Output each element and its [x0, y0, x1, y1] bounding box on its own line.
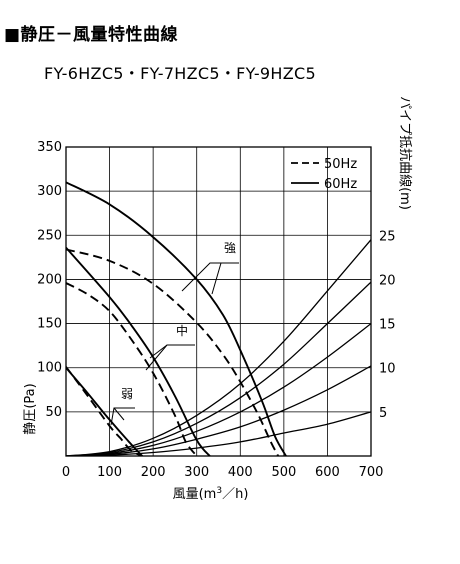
- y-tick-label: 350: [37, 140, 62, 155]
- annotation-label: 弱: [121, 387, 133, 401]
- fan-curve: [66, 367, 143, 456]
- legend: 50Hz 60Hz: [291, 157, 357, 192]
- fan-curve: [66, 248, 280, 456]
- annotation-leader: [110, 407, 135, 426]
- y-tick-label: 100: [37, 361, 62, 376]
- pipe-curve-10m: [66, 365, 371, 456]
- pipe-curve-25m: [66, 239, 371, 456]
- x-tick-label: 700: [359, 465, 384, 480]
- x-tick-label: 500: [271, 465, 296, 480]
- legend-label: 50Hz: [324, 157, 357, 172]
- x-tick-label: 200: [141, 465, 166, 480]
- y2-tick-label: 25: [379, 229, 396, 244]
- annotation-leader: [149, 344, 168, 359]
- y-tick-label: 150: [37, 317, 62, 332]
- axis-ticks: 0 100 200 300 400 500 600 700 50 100 150 200 250 300 3…: [37, 140, 395, 480]
- x-tick-label: 100: [97, 465, 122, 480]
- chart-title: ■静圧－風量特性曲線: [4, 25, 179, 45]
- y-tick-label: 50: [45, 405, 62, 420]
- axis-labels: 風量(m3／h) 静圧(Pa) パイプ抵抗曲線(m): [23, 96, 413, 502]
- annotations: 強中弱: [110, 241, 239, 426]
- annotation-label: 強: [224, 241, 236, 255]
- fan-curves: [66, 181, 287, 456]
- grid: [65, 146, 372, 457]
- y2-tick-label: 20: [379, 273, 396, 288]
- model-subtitle: FY-6HZC5・FY-7HZC5・FY-9HZC5: [44, 64, 316, 83]
- y2-tick-label: 10: [379, 362, 396, 377]
- legend-label: 60Hz: [324, 177, 357, 192]
- y2-tick-label: 15: [379, 318, 396, 333]
- annotation-leader: [211, 262, 222, 295]
- x-tick-label: 400: [228, 465, 253, 480]
- x-axis-label: 風量(m3／h): [173, 486, 249, 502]
- fan-curve: [66, 181, 287, 456]
- plot-frame: [65, 146, 372, 457]
- y-tick-label: 200: [37, 272, 62, 287]
- x-tick-label: 0: [62, 465, 70, 480]
- pipe-curve-5m: [66, 411, 371, 456]
- y2-axis-label: パイプ抵抗曲線(m): [397, 96, 413, 210]
- pipe-curve-20m: [66, 281, 371, 456]
- y2-tick-label: 5: [379, 406, 387, 421]
- x-tick-label: 300: [184, 465, 209, 480]
- y-tick-label: 300: [37, 184, 62, 199]
- fan-curve: [66, 366, 143, 456]
- x-tick-label: 600: [315, 465, 340, 480]
- pipe-curve-15m: [66, 323, 371, 456]
- y-tick-label: 250: [37, 228, 62, 243]
- pipe-resistance-curves: [66, 239, 371, 456]
- annotation-leader: [113, 407, 125, 421]
- fan-curve: [66, 246, 211, 456]
- fan-curve: [66, 282, 198, 456]
- annotation-leader: [181, 262, 239, 292]
- y-axis-label: 静圧(Pa): [23, 383, 38, 434]
- annotation-label: 中: [176, 323, 188, 338]
